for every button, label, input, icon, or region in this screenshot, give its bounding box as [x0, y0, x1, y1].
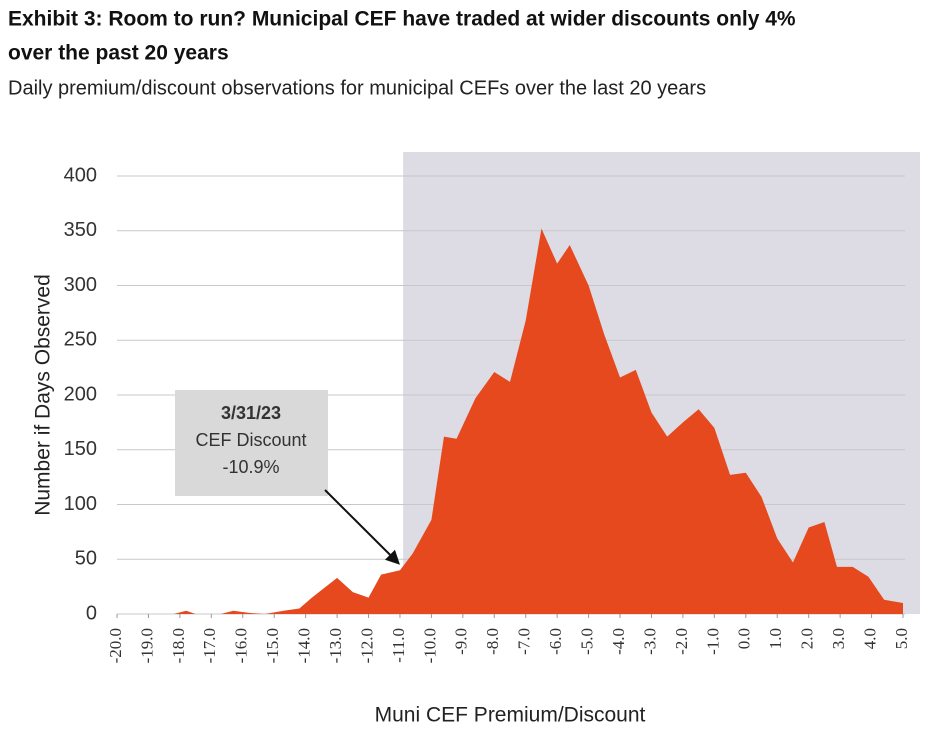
- x-tick-label: -8.0: [483, 628, 502, 655]
- x-tick-label: -2.0: [672, 628, 691, 655]
- annotation-text: -10.9%: [222, 457, 279, 477]
- x-tick-label: -4.0: [609, 628, 628, 655]
- x-tick-label: 2.0: [798, 628, 817, 649]
- chart-title: over the past 20 years: [8, 42, 229, 65]
- x-tick-label: 0.0: [735, 628, 754, 649]
- x-tick-label: -3.0: [640, 628, 659, 655]
- annotation-box: [175, 390, 328, 496]
- y-tick-label: 200: [64, 383, 97, 405]
- y-tick-label: 150: [64, 438, 97, 460]
- area: [117, 228, 903, 614]
- y-tick-label: 250: [64, 329, 97, 351]
- x-tick-label: -1.0: [703, 628, 722, 655]
- y-tick-label: 0: [86, 602, 97, 624]
- x-tick-label: -10.0: [420, 628, 439, 663]
- chart-subtitle: Daily premium/discount observations for …: [8, 77, 706, 99]
- chart-title: Exhibit 3: Room to run? Municipal CEF ha…: [8, 8, 796, 31]
- annotation-text: 3/31/23: [221, 403, 281, 423]
- x-tick-label: -13.0: [326, 628, 345, 663]
- x-tick-label: -19.0: [137, 628, 156, 663]
- x-tick-label: -9.0: [452, 628, 471, 655]
- x-axis-label: Muni CEF Premium/Discount: [375, 704, 646, 727]
- x-tick-label: -12.0: [357, 628, 376, 663]
- annotation-arrowhead: [384, 549, 400, 565]
- x-tick-label: -15.0: [263, 628, 282, 663]
- x-tick-label: -7.0: [515, 628, 534, 655]
- x-tick-label: 5.0: [892, 628, 911, 649]
- x-tick-label: -16.0: [232, 628, 251, 663]
- x-tick-label: -14.0: [295, 628, 314, 663]
- x-tick-label: 1.0: [766, 628, 785, 649]
- y-tick-label: 100: [64, 493, 97, 515]
- x-tick-label: -11.0: [389, 628, 408, 663]
- x-tick-label: -5.0: [578, 628, 597, 655]
- annotation-text: CEF Discount: [195, 430, 306, 450]
- x-tick-label: -17.0: [200, 628, 219, 663]
- y-tick-label: 300: [64, 274, 97, 296]
- x-tick-label: -6.0: [546, 628, 565, 655]
- y-tick-label: 400: [64, 164, 97, 186]
- annotation-arrow: [324, 489, 395, 560]
- y-tick-label: 50: [75, 548, 97, 570]
- x-tick-label: -18.0: [169, 628, 188, 663]
- y-axis-label: Number if Days Observed: [32, 274, 55, 516]
- x-tick-label: -20.0: [106, 628, 125, 663]
- x-tick-label: 4.0: [860, 628, 879, 649]
- x-tick-label: 3.0: [829, 628, 848, 649]
- y-tick-label: 350: [64, 219, 97, 241]
